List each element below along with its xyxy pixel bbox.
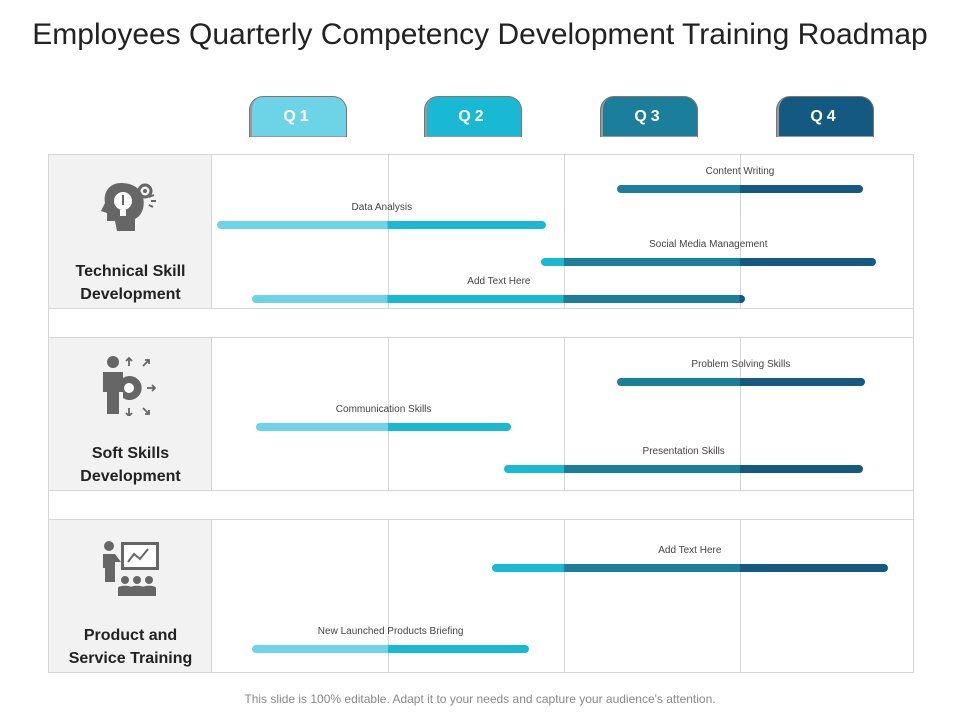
row-label-cell: Soft Skills Development	[49, 338, 212, 490]
quarter-divider	[740, 338, 741, 490]
roadmap-row-product-training: Product and Service Training Add Text He…	[48, 519, 914, 673]
timeline-bar	[252, 645, 529, 653]
presentation-audience-icon	[103, 541, 159, 596]
quarter-tab-q3: Q3	[600, 96, 698, 137]
timeline-bar	[616, 185, 864, 193]
roadmap-row-technical-skill: Technical Skill Development Content Writ…	[48, 154, 914, 309]
roadmap-row-soft-skills: Soft Skills Development Problem Solving …	[48, 337, 914, 491]
timeline-bar	[256, 423, 512, 431]
roadmap-grid: Technical Skill Development Content Writ…	[48, 154, 914, 673]
quarter-divider	[564, 155, 565, 308]
quarter-tab-q1: Q1	[249, 96, 347, 137]
row-title-line2: Development	[80, 286, 181, 303]
quarter-divider	[564, 520, 565, 672]
timeline-bar-label: Add Text Here	[467, 276, 531, 287]
timeline-bar-label: Content Writing	[705, 166, 775, 177]
timeline-bar-label: Social Media Management	[649, 239, 768, 250]
row-title-line2: Service Training	[68, 650, 193, 667]
page-title: Employees Quarterly Competency Developme…	[32, 18, 928, 51]
row-title-line1: Technical Skill	[75, 263, 186, 280]
timeline-bar-label: Problem Solving Skills	[691, 359, 791, 370]
timeline-bar	[504, 465, 864, 473]
timeline-bar	[616, 378, 865, 386]
row-title-line1: Soft Skills	[91, 445, 170, 462]
timeline-bar	[541, 258, 876, 266]
row-spacer	[48, 309, 914, 337]
quarter-divider	[388, 338, 389, 490]
row-title-line2: Development	[80, 468, 181, 485]
quarter-divider	[564, 338, 565, 490]
timeline-bar	[491, 564, 888, 572]
quarter-tab-q2: Q2	[424, 96, 522, 137]
timeline-bar	[217, 221, 547, 229]
timeline-bar-label: Presentation Skills	[642, 446, 725, 457]
idea-head-gear-icon	[101, 183, 156, 231]
row-spacer	[48, 491, 914, 519]
timeline-bar-label: Communication Skills	[335, 404, 432, 415]
row-title-line1: Product and	[83, 627, 178, 644]
quarter-divider	[740, 155, 741, 308]
businessman-target-icon	[103, 356, 157, 416]
timeline-bar-label: Add Text Here	[658, 545, 722, 556]
quarter-divider	[740, 520, 741, 672]
row-label-cell: Technical Skill Development	[49, 155, 212, 308]
timeline-bar	[252, 295, 746, 303]
quarter-divider	[388, 520, 389, 672]
timeline-bar-label: New Launched Products Briefing	[317, 626, 464, 637]
timeline-bar-label: Data Analysis	[351, 202, 413, 213]
row-label-cell: Product and Service Training	[49, 520, 212, 672]
quarter-divider	[388, 155, 389, 308]
quarter-tab-q4: Q4	[776, 96, 874, 137]
footer-note: This slide is 100% editable. Adapt it to…	[244, 692, 716, 706]
